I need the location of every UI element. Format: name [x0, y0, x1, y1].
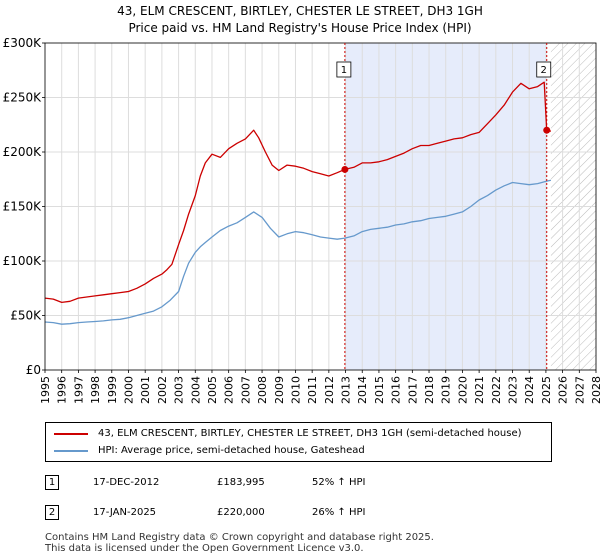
transaction-row: 2 17-JAN-2025 £220,000 26% ↑ HPI [0, 503, 600, 523]
y-tick-label: £100K [3, 254, 43, 268]
x-tick-label: 2019 [440, 376, 453, 404]
x-tick-label: 2026 [557, 376, 570, 404]
x-tick-label: 2018 [423, 376, 436, 404]
transaction-hpi: 26% ↑ HPI [312, 507, 366, 518]
x-tick-label: 2015 [373, 376, 386, 404]
chart-subtitle: Price paid vs. HM Land Registry's House … [128, 21, 472, 35]
x-tick-label: 2011 [306, 376, 319, 404]
footer-license: This data is licensed under the Open Gov… [45, 543, 364, 554]
transaction-point [543, 126, 551, 134]
transaction-date: 17-DEC-2012 [93, 477, 160, 488]
chart-title: 43, ELM CRESCENT, BIRTLEY, CHESTER LE ST… [117, 4, 483, 18]
x-tick-label: 1998 [89, 376, 102, 404]
x-tick-label: 2023 [507, 376, 520, 404]
x-tick-label: 2022 [490, 376, 503, 404]
transaction-hpi: 52% ↑ HPI [312, 477, 366, 488]
x-tick-label: 2020 [456, 376, 469, 404]
x-tick-label: 2017 [406, 376, 419, 404]
x-tick-label: 2021 [473, 376, 486, 404]
footer-copyright: Contains HM Land Registry data © Crown c… [45, 532, 434, 543]
transaction-price: £220,000 [217, 507, 265, 518]
x-tick-label: 2027 [573, 376, 586, 404]
legend: 43, ELM CRESCENT, BIRTLEY, CHESTER LE ST… [45, 422, 552, 462]
legend-label-property: 43, ELM CRESCENT, BIRTLEY, CHESTER LE ST… [98, 428, 522, 439]
x-tick-label: 2016 [390, 376, 403, 404]
transaction-row: 1 17-DEC-2012 £183,995 52% ↑ HPI [0, 473, 600, 493]
x-tick-label: 2000 [122, 376, 135, 404]
y-tick-label: £250K [3, 91, 43, 105]
transaction-point [341, 165, 349, 173]
x-tick-label: 1997 [72, 376, 85, 404]
x-tick-label: 2007 [239, 376, 252, 404]
y-tick-label: £200K [3, 145, 43, 159]
x-tick-label: 1995 [39, 376, 52, 404]
series-line-property [44, 81, 552, 304]
y-tick-label: £50K [10, 309, 42, 323]
legend-swatch-property [54, 433, 88, 435]
transaction-marker-box [336, 61, 352, 78]
x-tick-label: 2001 [139, 376, 152, 404]
legend-label-hpi: HPI: Average price, semi-detached house,… [98, 445, 365, 456]
x-tick-label: 2012 [323, 376, 336, 404]
transaction-number: 1 [45, 475, 59, 490]
transaction-marker-label: 1 [341, 65, 347, 76]
x-tick-label: 2014 [356, 376, 369, 404]
x-tick-label: 1999 [106, 376, 119, 404]
x-tick-label: 2009 [273, 376, 286, 404]
transaction-marker-box [536, 61, 552, 78]
transaction-date: 17-JAN-2025 [93, 507, 157, 518]
x-tick-label: 2025 [540, 376, 553, 404]
x-tick-label: 2013 [340, 376, 353, 404]
transaction-number: 2 [45, 505, 59, 520]
x-tick-label: 2024 [523, 376, 536, 404]
series-line-hpi [44, 179, 552, 325]
x-tick-label: 2010 [289, 376, 302, 404]
x-tick-label: 2006 [223, 376, 236, 404]
y-tick-label: £0 [26, 363, 41, 377]
x-tick-label: 2005 [206, 376, 219, 404]
x-tick-label: 2003 [173, 376, 186, 404]
x-tick-label: 2002 [156, 376, 169, 404]
x-tick-label: 2004 [189, 376, 202, 404]
x-tick-label: 2028 [590, 376, 600, 404]
y-tick-label: £150K [3, 200, 43, 214]
x-tick-label: 2008 [256, 376, 269, 404]
transaction-price: £183,995 [217, 477, 265, 488]
transaction-marker-label: 2 [541, 65, 547, 76]
x-tick-label: 1996 [56, 376, 69, 404]
y-tick-label: £300K [3, 36, 43, 50]
legend-swatch-hpi [54, 450, 88, 452]
